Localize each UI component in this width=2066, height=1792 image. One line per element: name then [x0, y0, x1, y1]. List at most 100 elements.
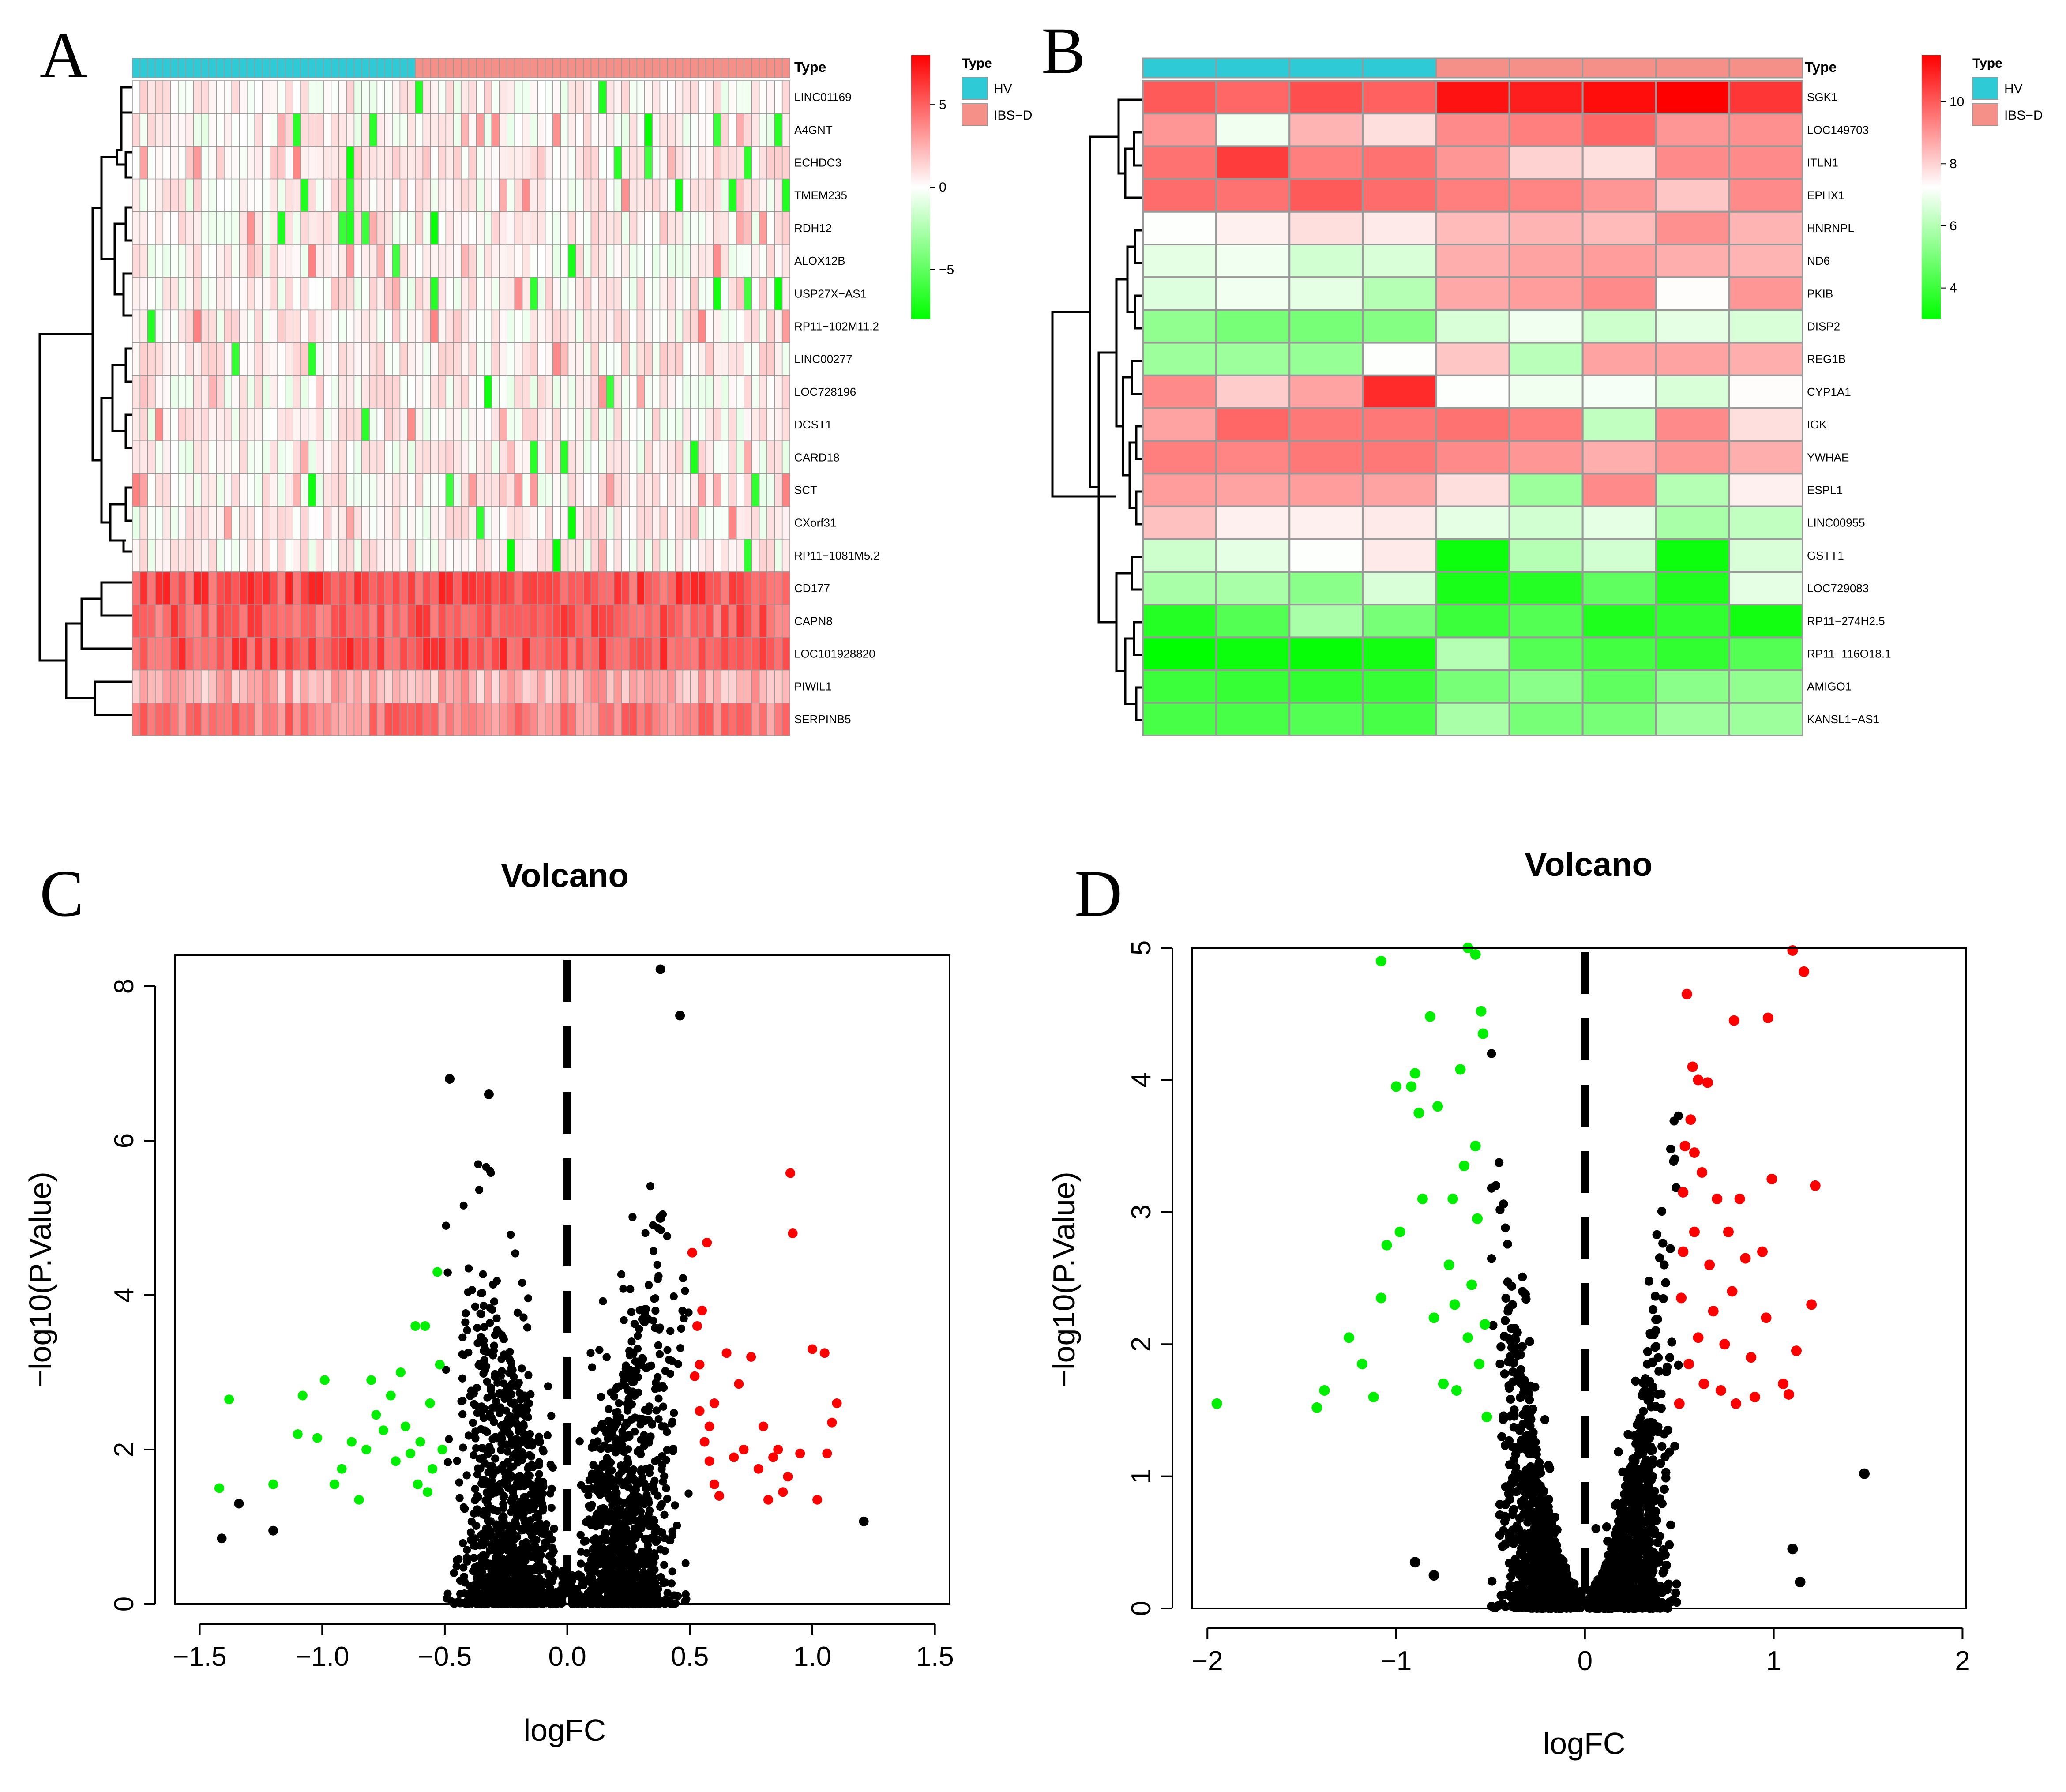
- heatmap-b-cell: [1728, 342, 1804, 376]
- heatmap-a-cell: [567, 309, 576, 343]
- heatmap-a-cell: [254, 408, 263, 441]
- heatmap-a-cell: [285, 277, 293, 311]
- heatmap-b-gene-label: YWHAE: [1807, 451, 1849, 464]
- heatmap-a-cell: [613, 113, 622, 147]
- heatmap-a-cell: [270, 211, 278, 245]
- heatmap-a-cell: [254, 146, 263, 180]
- heatmap-b-cell: [1728, 80, 1804, 115]
- heatmap-a-cell: [461, 342, 470, 376]
- heatmap-a-cell: [491, 440, 500, 474]
- heatmap-a-cell: [438, 440, 447, 474]
- heatmap-a-cell: [774, 342, 783, 376]
- heatmap-a-cell: [384, 309, 393, 343]
- heatmap-a-cell: [178, 178, 187, 212]
- heatmap-a-cell: [170, 211, 179, 245]
- heatmap-a-cell: [185, 309, 194, 343]
- heatmap-a-cell: [445, 375, 454, 409]
- heatmap-a-cell: [139, 277, 148, 311]
- heatmap-b-cell: [1581, 374, 1657, 409]
- heatmap-a-cell: [629, 277, 638, 311]
- heatmap-a-cell: [537, 178, 546, 212]
- heatmap-a-cell: [208, 539, 217, 572]
- heatmap-a-cell: [331, 342, 339, 376]
- heatmap-a-cell: [652, 309, 661, 343]
- heatmap-b-cell: [1581, 342, 1657, 376]
- heatmap-a-cell: [453, 473, 462, 507]
- heatmap-a-cell: [476, 375, 485, 409]
- heatmap-a-cell: [530, 277, 538, 311]
- heatmap-a-cell: [590, 244, 599, 278]
- heatmap-a-cell: [323, 604, 332, 638]
- heatmap-a-anno-cell: [728, 58, 737, 78]
- heatmap-a-cell: [613, 375, 622, 409]
- heatmap-b-cell: [1655, 178, 1730, 213]
- heatmap-b-anno-cell: [1142, 57, 1217, 79]
- heatmap-a-cell: [476, 244, 485, 278]
- heatmap-a-cell: [491, 113, 500, 147]
- heatmap-a-cell: [132, 342, 141, 376]
- heatmap-a-cell: [491, 375, 500, 409]
- heatmap-a-cell: [262, 309, 270, 343]
- heatmap-a-cell: [277, 211, 286, 245]
- heatmap-a-cell: [629, 571, 638, 605]
- heatmap-a-cell: [139, 408, 148, 441]
- heatmap-a-cell: [537, 375, 546, 409]
- heatmap-a-cell: [300, 473, 309, 507]
- heatmap-a-cell: [231, 539, 240, 572]
- heatmap-a-cell: [300, 211, 309, 245]
- heatmap-a-cell: [453, 211, 462, 245]
- heatmap-a-cell: [545, 342, 553, 376]
- c-background-point: [668, 1567, 676, 1576]
- heatmap-a-cell: [147, 309, 156, 343]
- heatmap-a-cell: [415, 506, 424, 540]
- heatmap-a-cell: [629, 178, 638, 212]
- heatmap-a-cell: [698, 309, 706, 343]
- heatmap-b-colorbar-tick-label: 6: [1950, 219, 1957, 233]
- heatmap-a-cell: [270, 146, 278, 180]
- heatmap-a-cell: [659, 506, 668, 540]
- c-background-point: [445, 1435, 453, 1443]
- heatmap-a-cell: [766, 539, 775, 572]
- heatmap-a-cell: [208, 211, 217, 245]
- heatmap-a-cell: [162, 342, 171, 376]
- heatmap-b-anno-cell: [1288, 57, 1364, 79]
- heatmap-a-cell: [346, 703, 355, 736]
- heatmap-a-cell: [155, 342, 164, 376]
- heatmap-a-cell: [185, 506, 194, 540]
- heatmap-a-cell: [415, 309, 424, 343]
- heatmap-a-cell: [491, 473, 500, 507]
- heatmap-a-cell: [598, 178, 607, 212]
- heatmap-a-cell: [139, 178, 148, 212]
- heatmap-a-cell: [323, 146, 332, 180]
- heatmap-a-cell: [201, 506, 210, 540]
- heatmap-a-cell: [682, 375, 691, 409]
- heatmap-a-anno-cell: [353, 58, 362, 78]
- heatmap-a-cell: [613, 669, 622, 703]
- heatmap-a-cell: [407, 309, 416, 343]
- heatmap-a-legend-hv-label: HV: [994, 82, 1012, 96]
- heatmap-b-cell: [1655, 145, 1730, 180]
- c-background-point: [641, 1229, 650, 1237]
- heatmap-a-cell: [721, 244, 729, 278]
- heatmap-b-cell: [1288, 538, 1364, 573]
- heatmap-a-cell: [728, 440, 737, 474]
- heatmap-b-cell: [1581, 669, 1657, 704]
- heatmap-a-cell: [254, 178, 263, 212]
- heatmap-a-cell: [636, 113, 645, 147]
- heatmap-a-cell: [736, 80, 744, 114]
- heatmap-a-cell: [728, 703, 737, 736]
- heatmap-a-cell: [606, 539, 615, 572]
- heatmap-a-cell: [759, 506, 767, 540]
- heatmap-b-cell: [1508, 113, 1584, 147]
- heatmap-a-cell: [690, 408, 699, 441]
- heatmap-a-cell: [201, 703, 210, 736]
- heatmap-a-anno-cell: [216, 58, 225, 78]
- heatmap-a-cell: [461, 178, 470, 212]
- heatmap-a-cell: [231, 637, 240, 671]
- heatmap-a-cell: [759, 277, 767, 311]
- heatmap-a-cell: [514, 473, 523, 507]
- heatmap-a-cell: [736, 571, 744, 605]
- heatmap-a-cell: [415, 669, 424, 703]
- heatmap-a-cell: [613, 178, 622, 212]
- heatmap-a-cell: [675, 637, 684, 671]
